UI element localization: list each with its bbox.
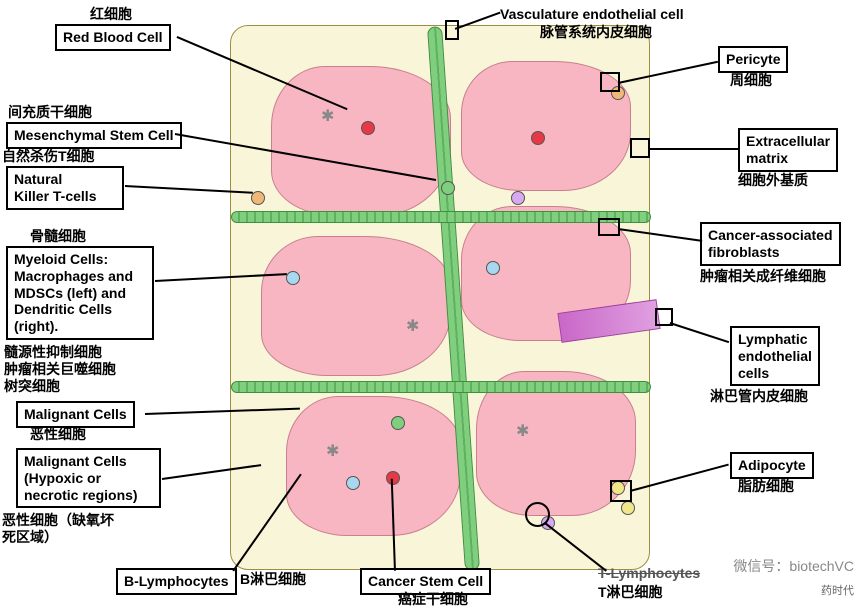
t-lymph-cn: T淋巴细胞 [598, 584, 663, 601]
blood-vessel-horizontal [231, 381, 651, 393]
pericyte-en: Pericyte [718, 46, 788, 73]
logo-text: 药时代 [821, 582, 854, 598]
malignant-hypoxic-en: Malignant Cells (Hypoxic or necrotic reg… [16, 448, 161, 508]
pointer-circle [525, 502, 550, 527]
tissue-mass [261, 236, 451, 376]
tissue-mass [286, 396, 461, 536]
adipocyte-icon [621, 501, 635, 515]
caf-en: Cancer-associated fibroblasts [700, 222, 841, 266]
nk-cn: 自然杀伤T细胞 [2, 148, 95, 165]
pointer-box [630, 138, 650, 158]
pointer-box [600, 72, 620, 92]
myeloid-cell-icon [486, 261, 500, 275]
dendritic-cell-icon: ✱ [516, 421, 534, 439]
b-lymphocyte-icon [346, 476, 360, 490]
red-blood-cell-icon [361, 121, 375, 135]
nk-en: Natural Killer T-cells [6, 166, 124, 210]
red-blood-cell-en: Red Blood Cell [55, 24, 171, 51]
red-blood-cell-icon [531, 131, 545, 145]
t-lymphocyte-icon [511, 191, 525, 205]
ecm-en: Extracellular matrix [738, 128, 838, 172]
red-blood-cell-cn: 红细胞 [90, 6, 132, 23]
pointer-box [598, 218, 620, 236]
pointer-line [648, 148, 740, 150]
green-cell-icon [441, 181, 455, 195]
b-lymph-cn: B淋巴细胞 [240, 571, 306, 588]
tumor-microenvironment-diagram: ✱ ✱ ✱ ✱ [230, 25, 650, 570]
mesenchymal-en: Mesenchymal Stem Cell [6, 122, 182, 149]
malignant-hypoxic-cn: 恶性细胞（缺氧坏 死区域） [2, 512, 114, 546]
dendritic-cell-icon: ✱ [406, 316, 424, 334]
vasculature-cn: 脉管系统内皮细胞 [540, 24, 652, 41]
nk-cell-icon [251, 191, 265, 205]
myeloid-en: Myeloid Cells: Macrophages and MDSCs (le… [6, 246, 154, 340]
pointer-box [610, 480, 632, 502]
blood-vessel-horizontal [231, 211, 651, 223]
caf-cn: 肿瘤相关成纤维细胞 [700, 268, 826, 285]
ecm-cn: 细胞外基质 [738, 172, 808, 189]
myeloid-sub: 髓源性抑制细胞 肿瘤相关巨噬细胞 树突细胞 [4, 344, 116, 394]
lymphatic-en: Lymphatic endothelial cells [730, 326, 820, 386]
t-lymph-en-strike: T-Lymphocytes [598, 565, 700, 582]
vasculature-en: Vasculature endothelial cell [500, 6, 684, 23]
green-cell-icon [391, 416, 405, 430]
myeloid-cell-icon [286, 271, 300, 285]
watermark: 微信号：biotechVC [733, 556, 854, 576]
malignant-cn: 恶性细胞 [30, 426, 86, 443]
dendritic-cell-icon: ✱ [321, 106, 339, 124]
adipocyte-en: Adipocyte [730, 452, 814, 479]
adipocyte-cn: 脂肪细胞 [738, 478, 794, 495]
myeloid-cn: 骨髓细胞 [30, 228, 86, 245]
pointer-line [670, 322, 729, 343]
pointer-box [445, 20, 459, 40]
cancer-stem-cn: 癌症干细胞 [398, 591, 468, 608]
lymphatic-cn: 淋巴管内皮细胞 [710, 388, 808, 405]
mesenchymal-cn: 间充质干细胞 [8, 104, 92, 121]
cancer-stem-cell-icon [386, 471, 400, 485]
dendritic-cell-icon: ✱ [326, 441, 344, 459]
b-lymph-en: B-Lymphocytes [116, 568, 237, 595]
pericyte-cn: 周细胞 [730, 72, 772, 89]
pointer-box [655, 308, 673, 326]
malignant-en: Malignant Cells [16, 401, 135, 428]
